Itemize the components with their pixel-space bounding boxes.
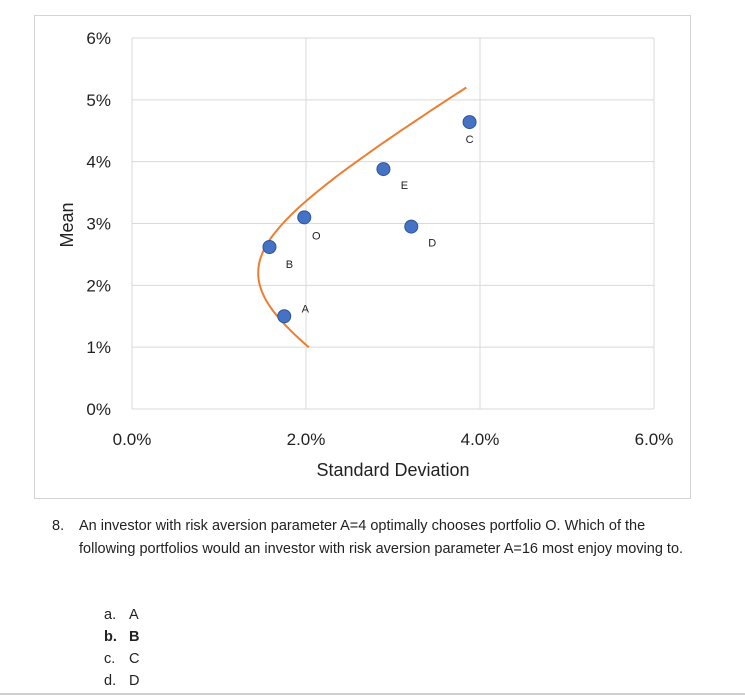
y-tick-label: 1%	[86, 338, 111, 357]
point-d	[404, 219, 419, 234]
option-text: B	[129, 629, 140, 645]
y-tick-label: 3%	[86, 215, 111, 234]
x-tick-label: 2.0%	[287, 430, 326, 449]
point-label-b: B	[286, 259, 293, 271]
point-label-d: D	[428, 238, 436, 250]
option-text: A	[129, 607, 139, 623]
point-label-a: A	[302, 303, 310, 315]
option-text: D	[129, 673, 140, 689]
option-letter: b.	[104, 629, 117, 645]
point-label-o: O	[312, 230, 321, 242]
option-text: C	[129, 651, 140, 667]
point-b	[262, 239, 277, 254]
y-tick-label: 0%	[86, 400, 111, 419]
y-tick-label: 6%	[86, 29, 111, 48]
point-a	[277, 309, 292, 324]
y-tick-label: 2%	[86, 276, 111, 295]
y-axis-title: Mean	[57, 202, 77, 247]
frontier-layer	[257, 86, 467, 348]
y-tick-label: 4%	[86, 153, 111, 172]
point-o	[297, 210, 312, 225]
option-letter: d.	[104, 673, 117, 689]
efficient-frontier-chart: A B O E D C 0% 1% 2% 3% 4% 5% 6% 0.0% 2.0% 4.0% 6.0% St…	[57, 29, 673, 480]
point-label-c: C	[466, 134, 474, 146]
x-axis-title: Standard Deviation	[316, 460, 469, 480]
frontier-line	[257, 86, 467, 348]
x-tick-label: 0.0%	[113, 430, 152, 449]
ticks-layer: 0% 1% 2% 3% 4% 5% 6% 0.0% 2.0% 4.0% 6.0%	[86, 29, 673, 449]
question-text: An investor with risk aversion parameter…	[79, 518, 684, 557]
grid-layer	[131, 37, 655, 410]
y-tick-label: 5%	[86, 91, 111, 110]
x-tick-label: 4.0%	[461, 430, 500, 449]
option-letter: a.	[104, 607, 117, 623]
question-number: 8.	[52, 518, 65, 534]
option-letter: c.	[104, 651, 116, 667]
points-layer: A B O E D C	[262, 115, 477, 324]
page-divider	[0, 693, 745, 695]
chart-frame: A B O E D C 0% 1% 2% 3% 4% 5% 6% 0.0% 2.0% 4.0% 6.0% St…	[34, 15, 691, 499]
point-e	[376, 162, 391, 177]
x-tick-label: 6.0%	[635, 430, 674, 449]
point-label-e: E	[401, 180, 408, 192]
point-c	[462, 115, 477, 130]
